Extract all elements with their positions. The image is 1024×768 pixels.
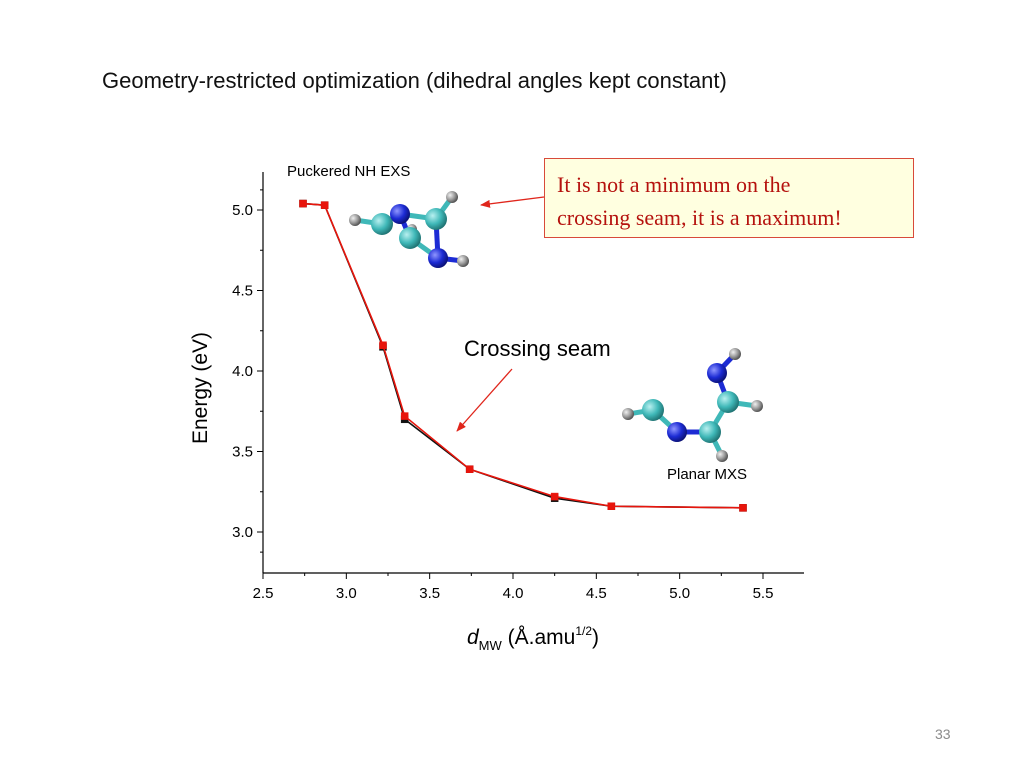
- callout-line-2: crossing seam, it is a maximum!: [557, 205, 842, 230]
- series-red-point: [299, 199, 307, 208]
- crossing-seam-label: Crossing seam: [464, 336, 611, 361]
- series-red-line: [302, 202, 744, 509]
- x-axis-title: dMW (Å.amu1/2): [467, 624, 599, 653]
- series-red-point: [465, 465, 474, 473]
- series-red-point: [550, 492, 559, 501]
- y-tick-label: 4.0: [232, 363, 253, 380]
- callout-line-1: It is not a minimum on the: [557, 172, 791, 197]
- planar-label: Planar MXS: [667, 466, 747, 483]
- puckered-label: Puckered NH EXS: [287, 163, 410, 180]
- x-tick-label: 5.0: [669, 585, 690, 602]
- puckered-molecule-image: [349, 191, 469, 268]
- x-tick-label: 5.5: [753, 585, 774, 602]
- x-tick-label: 4.0: [503, 585, 524, 602]
- y-tick-label: 4.5: [232, 283, 253, 300]
- series-red-point: [607, 502, 616, 510]
- axis-ticks: 2.5 3.0 3.5 4.0 4.5 5.0 5.5 3.0 3.5 4.0 4.5 5.0: [232, 189, 774, 602]
- callout-box: It is not a minimum on the crossing seam…: [544, 158, 914, 238]
- x-axis-title-subscript: MW: [479, 638, 503, 653]
- series-red: [299, 199, 747, 512]
- x-tick-label: 3.5: [419, 585, 440, 602]
- x-axis-title-close: ): [592, 626, 599, 649]
- page-number: 33: [935, 726, 951, 742]
- crossing-seam-arrow: [456, 368, 513, 432]
- x-axis-title-superscript: 1/2: [575, 624, 592, 638]
- y-tick-label: 3.5: [232, 444, 253, 461]
- y-tick-label: 3.0: [232, 524, 253, 541]
- y-axis-title: Energy (eV): [189, 332, 212, 444]
- slide-title: Geometry-restricted optimization (dihedr…: [102, 68, 727, 93]
- x-axis-title-unit: (Å.amu: [502, 626, 576, 649]
- callout-arrow: [480, 196, 545, 208]
- series-red-point: [739, 504, 747, 512]
- y-tick-label: 5.0: [232, 202, 253, 219]
- series-red-point: [320, 201, 329, 209]
- x-tick-label: 4.5: [586, 585, 607, 602]
- x-axis-title-symbol: d: [467, 626, 480, 649]
- x-tick-label: 2.5: [253, 585, 274, 602]
- planar-molecule-image: [622, 348, 763, 462]
- series-layer: [299, 199, 747, 512]
- series-red-point: [400, 412, 409, 420]
- x-tick-label: 3.0: [336, 585, 357, 602]
- series-red-point: [379, 341, 387, 349]
